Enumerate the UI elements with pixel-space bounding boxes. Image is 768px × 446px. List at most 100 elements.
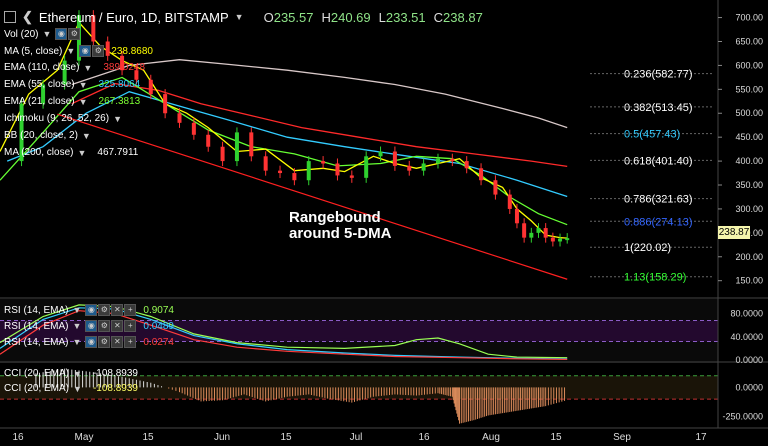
gear-icon[interactable]: ⚙ [92, 45, 105, 57]
overlay-layer: 0.236(582.77) 0.382(513.45) 0.5(457.43) 0.6… [57, 69, 712, 284]
chevron-down-icon[interactable]: ▼ [73, 383, 82, 394]
indicator-row[interactable]: RSI (14, EMA) ▼ ◉ ⚙ ✕ +0.9074 [4, 304, 174, 316]
price-tag: 238.87 [718, 226, 750, 239]
indicator-buttons: ◉ ⚙ ✕ + [85, 336, 137, 348]
fib-label: 0.382(513.45) [624, 102, 693, 114]
candle-body [364, 156, 369, 178]
indicator-row[interactable]: Vol (20) ▼ ◉ ⚙ [4, 28, 81, 40]
chevron-down-icon[interactable]: ▼ [234, 12, 244, 22]
price-tick-label: 150.00 [735, 276, 763, 286]
close-icon[interactable]: ✕ [111, 336, 124, 348]
chevron-down-icon[interactable]: ▼ [66, 46, 76, 56]
series-ma200 [71, 59, 568, 129]
gear-icon[interactable]: ⚙ [98, 320, 111, 332]
visibility-icon[interactable]: ◉ [85, 304, 98, 316]
visibility-icon[interactable]: ◉ [85, 336, 98, 348]
indicator-row[interactable]: MA (5, close) ▼ ◉ ⚙ 238.8680 [4, 45, 153, 57]
indicator-value: 467.7911 [97, 147, 139, 158]
more-icon[interactable]: + [124, 304, 137, 316]
series-layer [0, 10, 570, 424]
more-icon[interactable]: + [124, 336, 137, 348]
candle-body [335, 163, 340, 176]
more-icon[interactable]: + [124, 320, 137, 332]
indicator-label: MA (200, close) [4, 147, 74, 158]
series-ema110 [71, 82, 568, 168]
ohlc-value: 240.69 [330, 9, 371, 25]
chevron-down-icon[interactable]: ▼ [78, 79, 88, 90]
indicator-row[interactable]: RSI (14, EMA) ▼ ◉ ⚙ ✕ +0.0489 [4, 320, 174, 332]
indicator-value: 325.8064 [98, 79, 141, 90]
candle-body [407, 165, 412, 171]
close-icon[interactable]: ✕ [111, 304, 124, 316]
indicator-buttons: ◉ ⚙ [55, 28, 81, 40]
fib-label: 0.618(401.40) [624, 155, 693, 167]
x-tick-label: 15 [280, 432, 292, 443]
gear-icon[interactable]: ⚙ [98, 336, 111, 348]
indicator-label: CCI (20, EMA) [4, 368, 70, 379]
collapse-icon[interactable] [4, 11, 16, 23]
candle-body [421, 163, 426, 171]
indicator-row[interactable]: BB (20, close, 2) ▼ [4, 130, 95, 141]
chevron-down-icon[interactable]: ▼ [113, 113, 122, 124]
chevron-down-icon[interactable]: ▼ [72, 305, 82, 315]
chevron-down-icon[interactable]: ▼ [83, 62, 93, 73]
candle-body [565, 238, 570, 241]
indicator-row[interactable]: EMA (110, close) ▼ 389.0248 [4, 62, 145, 73]
indicator-row[interactable]: Ichimoku (9, 26, 52, 26) ▼ [4, 113, 126, 124]
candle-body [550, 237, 555, 242]
x-tick-label: Jul [350, 432, 363, 443]
rsi-tick-label: 80.0000 [730, 309, 763, 319]
gear-icon[interactable]: ⚙ [98, 304, 111, 316]
fib-label: 1(220.02) [624, 242, 671, 254]
candle-body [278, 170, 283, 174]
symbol-title[interactable]: Ethereum / Euro, 1D, BITSTAMP [38, 9, 229, 25]
indicator-value: 389.0248 [103, 62, 146, 73]
visibility-icon[interactable]: ◉ [55, 28, 68, 40]
chevron-down-icon[interactable]: ▼ [42, 29, 52, 39]
indicator-value: 0.0489 [143, 320, 174, 332]
x-tick-label: May [75, 432, 94, 443]
indicator-row[interactable]: RSI (14, EMA) ▼ ◉ ⚙ ✕ +0.0274 [4, 336, 174, 348]
indicator-row[interactable]: CCI (20, EMA) ▼ -108.8939 [4, 368, 138, 379]
candle-body [19, 103, 24, 162]
candle-body [62, 60, 67, 85]
chevron-down-icon[interactable]: ▼ [77, 147, 87, 158]
candle-body [522, 223, 527, 238]
chevron-down-icon[interactable]: ▼ [72, 337, 82, 347]
indicator-row[interactable]: EMA (55, close) ▼ 325.8064 [4, 79, 140, 90]
chevron-down-icon[interactable]: ▼ [78, 96, 88, 107]
chevron-down-icon[interactable]: ▼ [73, 368, 82, 379]
visibility-icon[interactable]: ◉ [85, 320, 98, 332]
cci-tick-label: -250.0000 [722, 412, 763, 422]
ohlc-key: C [433, 9, 444, 25]
indicator-label: EMA (110, close) [4, 62, 80, 73]
candle-body [177, 113, 182, 123]
candle-body [249, 132, 254, 157]
x-tick-label: 15 [550, 432, 562, 443]
back-arrow-icon[interactable]: ❮ [22, 9, 33, 24]
indicator-value: 0.0274 [143, 336, 174, 348]
chevron-down-icon[interactable]: ▼ [72, 321, 82, 331]
close-icon[interactable]: ✕ [111, 320, 124, 332]
price-tick-label: 500.00 [735, 108, 763, 118]
candle-body [306, 161, 311, 181]
ohlc-value: 235.57 [273, 9, 314, 25]
candle-body [105, 41, 110, 56]
chevron-down-icon[interactable]: ▼ [81, 130, 91, 141]
indicator-value: 0.9074 [143, 304, 174, 316]
indicator-row[interactable]: MA (200, close) ▼ 467.7911 [4, 147, 138, 158]
rsi-line [0, 310, 568, 360]
indicator-buttons: ◉ ⚙ ✕ + [85, 320, 137, 332]
x-tick-label: Jun [214, 432, 230, 443]
indicator-row[interactable]: EMA (21, close) ▼ 267.3813 [4, 96, 140, 107]
indicator-buttons: ◉ ⚙ [79, 45, 105, 57]
rsi-tick-label: 40.0000 [730, 332, 763, 342]
gear-icon[interactable]: ⚙ [68, 28, 81, 40]
ohlc-item: L233.51 [379, 10, 426, 25]
series-ema55 [6, 91, 568, 198]
x-tick-label: Sep [613, 432, 631, 443]
candle-body [120, 55, 125, 71]
indicator-row[interactable]: CCI (20, EMA) ▼ -108.8939 [4, 383, 138, 394]
indicator-label: EMA (21, close) [4, 96, 75, 107]
visibility-icon[interactable]: ◉ [79, 45, 92, 57]
